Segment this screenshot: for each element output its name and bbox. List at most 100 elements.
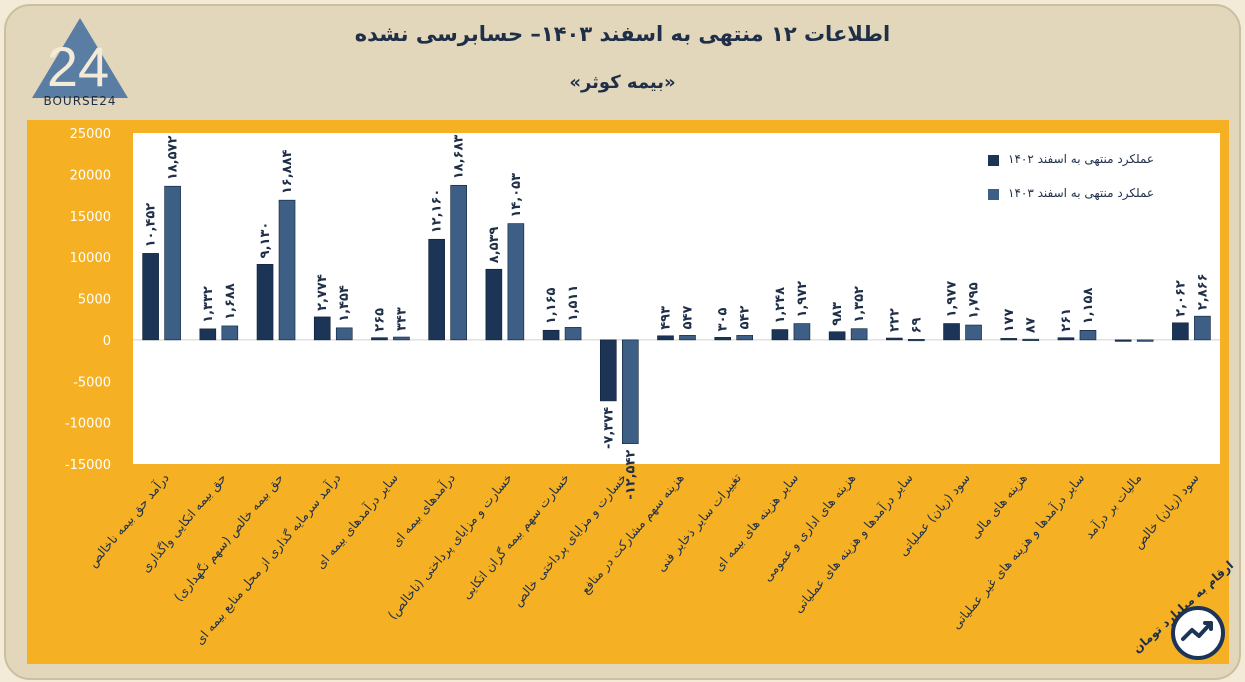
data-label: ۱,۷۹۵ xyxy=(967,282,982,319)
data-label: ۹۸۳ xyxy=(830,302,845,326)
data-label: ۶۹ xyxy=(909,317,924,333)
legend-item-1402: عملکرد منتهی به اسفند ۱۴۰۲ xyxy=(986,152,1216,174)
bar-1402 xyxy=(599,339,617,402)
data-label: ۳۴۳ xyxy=(394,307,409,331)
bar-1402 xyxy=(657,335,674,341)
bar-1402 xyxy=(256,264,274,341)
bar-1403 xyxy=(278,199,296,341)
data-label: ۱۸,۶۸۳ xyxy=(452,135,467,180)
data-label: ۱,۳۵۲ xyxy=(852,286,867,323)
data-label: ۵۴۲ xyxy=(738,306,753,330)
data-label: ۱۰,۴۵۲ xyxy=(144,203,159,248)
bar-1402 xyxy=(542,329,560,341)
plot-area xyxy=(133,133,1220,464)
bar-1402 xyxy=(371,337,388,341)
data-label: ۸,۵۳۹ xyxy=(487,226,502,263)
data-label: ۲۶۱ xyxy=(1059,308,1074,332)
category-label: حق بیمه خالص (سهم نگهداری) xyxy=(171,470,288,605)
bar-1403 xyxy=(1079,329,1097,341)
data-label: ۲۶۵ xyxy=(372,308,387,332)
bar-1403 xyxy=(850,328,868,341)
y-tick-label: 10000 xyxy=(70,251,111,266)
data-label: ۴۹۳ xyxy=(659,306,674,330)
chart-title: اطلاعات ۱۲ منتهی به اسفند ۱۴۰۳– حسابرسی … xyxy=(354,22,891,46)
data-label: ۱۷۷ xyxy=(1002,309,1017,333)
legend-swatch-1402 xyxy=(988,155,999,166)
legend-label-1403: عملکرد منتهی به اسفند ۱۴۰۳ xyxy=(1008,186,1155,200)
data-label: -۷,۳۷۴ xyxy=(601,407,616,449)
bar-1403 xyxy=(908,339,925,342)
bar-1403 xyxy=(679,335,696,341)
data-label: ۱۴,۰۵۳ xyxy=(509,173,524,218)
legend-swatch-1403 xyxy=(988,189,999,200)
bar-1403 xyxy=(1136,339,1154,342)
bar-1403 xyxy=(1194,315,1211,341)
category-label: خسارت سهم بیمه گران اتکایی xyxy=(459,470,574,602)
bar-1403 xyxy=(450,184,467,341)
data-label: ۲۲۲ xyxy=(887,308,902,332)
y-tick-label: 5000 xyxy=(78,293,111,308)
y-tick-label: 25000 xyxy=(70,127,111,142)
data-label: ۵۴۷ xyxy=(681,305,696,329)
data-label: ۳۰۵ xyxy=(716,307,731,331)
bourse24-logo: 24 xyxy=(32,18,128,98)
bar-1402 xyxy=(199,328,217,341)
data-label: ۱,۲۴۸ xyxy=(773,287,788,324)
svg-text:24: 24 xyxy=(47,35,109,98)
bar-1403 xyxy=(564,327,582,341)
data-label: ۱,۶۸۸ xyxy=(223,283,238,320)
data-label: ۲,۰۶۲ xyxy=(1173,280,1188,317)
data-label: ۱,۱۵۸ xyxy=(1081,288,1096,325)
bar-1402 xyxy=(1057,337,1075,341)
bar-1402 xyxy=(828,331,846,341)
data-label: ۹,۱۳۰ xyxy=(258,222,273,259)
data-label: ۱۸,۵۷۲ xyxy=(166,136,181,181)
bar-1402 xyxy=(771,329,789,341)
data-label: ۱۲,۱۶۰ xyxy=(430,189,445,234)
y-tick-label: 0 xyxy=(103,334,111,349)
bar-1402 xyxy=(142,253,159,341)
bar-1403 xyxy=(1022,338,1040,341)
category-label: سایر درآمدها و هزینه های غیر عملیاتی xyxy=(948,470,1088,632)
data-label: ۲,۷۷۴ xyxy=(315,274,330,311)
bar-1403 xyxy=(793,323,811,341)
bar-1402 xyxy=(886,337,903,341)
y-tick-label: 20000 xyxy=(70,168,111,183)
category-label: هزینه های مالی xyxy=(967,470,1031,542)
bar-1403 xyxy=(965,324,982,341)
bar-1402 xyxy=(428,238,445,341)
data-label: ۱,۱۶۵ xyxy=(544,287,559,324)
category-label: مالیات بر درآمد xyxy=(1081,470,1145,542)
category-label: خسارت و مزایای پرداختی خالص xyxy=(510,470,631,609)
bar-1403 xyxy=(507,223,525,341)
bar-1403 xyxy=(221,325,239,341)
bar-1402 xyxy=(943,323,960,341)
data-label: ۸۷ xyxy=(1024,317,1039,333)
legend-label-1402: عملکرد منتهی به اسفند ۱۴۰۲ xyxy=(1008,152,1155,166)
data-label: ۱,۳۳۲ xyxy=(201,286,216,323)
legend-item-1403: عملکرد منتهی به اسفند ۱۴۰۳ xyxy=(986,186,1216,208)
bar-1402 xyxy=(714,337,732,341)
bar-1403 xyxy=(164,185,181,341)
legend: عملکرد منتهی به اسفند ۱۴۰۲ عملکرد منتهی … xyxy=(986,152,1216,220)
chart-subtitle: «بیمه کوثر» xyxy=(569,72,676,93)
data-label: ۱,۹۷۷ xyxy=(945,281,960,318)
bar-1403 xyxy=(335,327,353,341)
data-label: -۱۲,۵۴۲ xyxy=(623,450,638,500)
bar-1402 xyxy=(485,268,503,341)
bar-1402 xyxy=(1172,322,1189,341)
y-tick-label: -10000 xyxy=(65,417,111,432)
data-label: ۱۶,۸۸۴ xyxy=(280,149,295,194)
bar-1403 xyxy=(621,339,639,444)
bar-1402 xyxy=(1114,339,1132,342)
data-label: ۱,۴۵۴ xyxy=(337,285,352,322)
y-tick-label: -15000 xyxy=(65,458,111,473)
bar-1403 xyxy=(736,335,754,341)
y-tick-label: -5000 xyxy=(73,375,111,390)
trend-logo-icon xyxy=(1171,606,1225,660)
data-label: ۲,۸۶۶ xyxy=(1195,273,1210,310)
data-label: ۱,۵۱۱ xyxy=(566,285,581,322)
y-tick-label: 15000 xyxy=(70,210,111,225)
logo-text: BOURSE24 xyxy=(43,94,117,108)
